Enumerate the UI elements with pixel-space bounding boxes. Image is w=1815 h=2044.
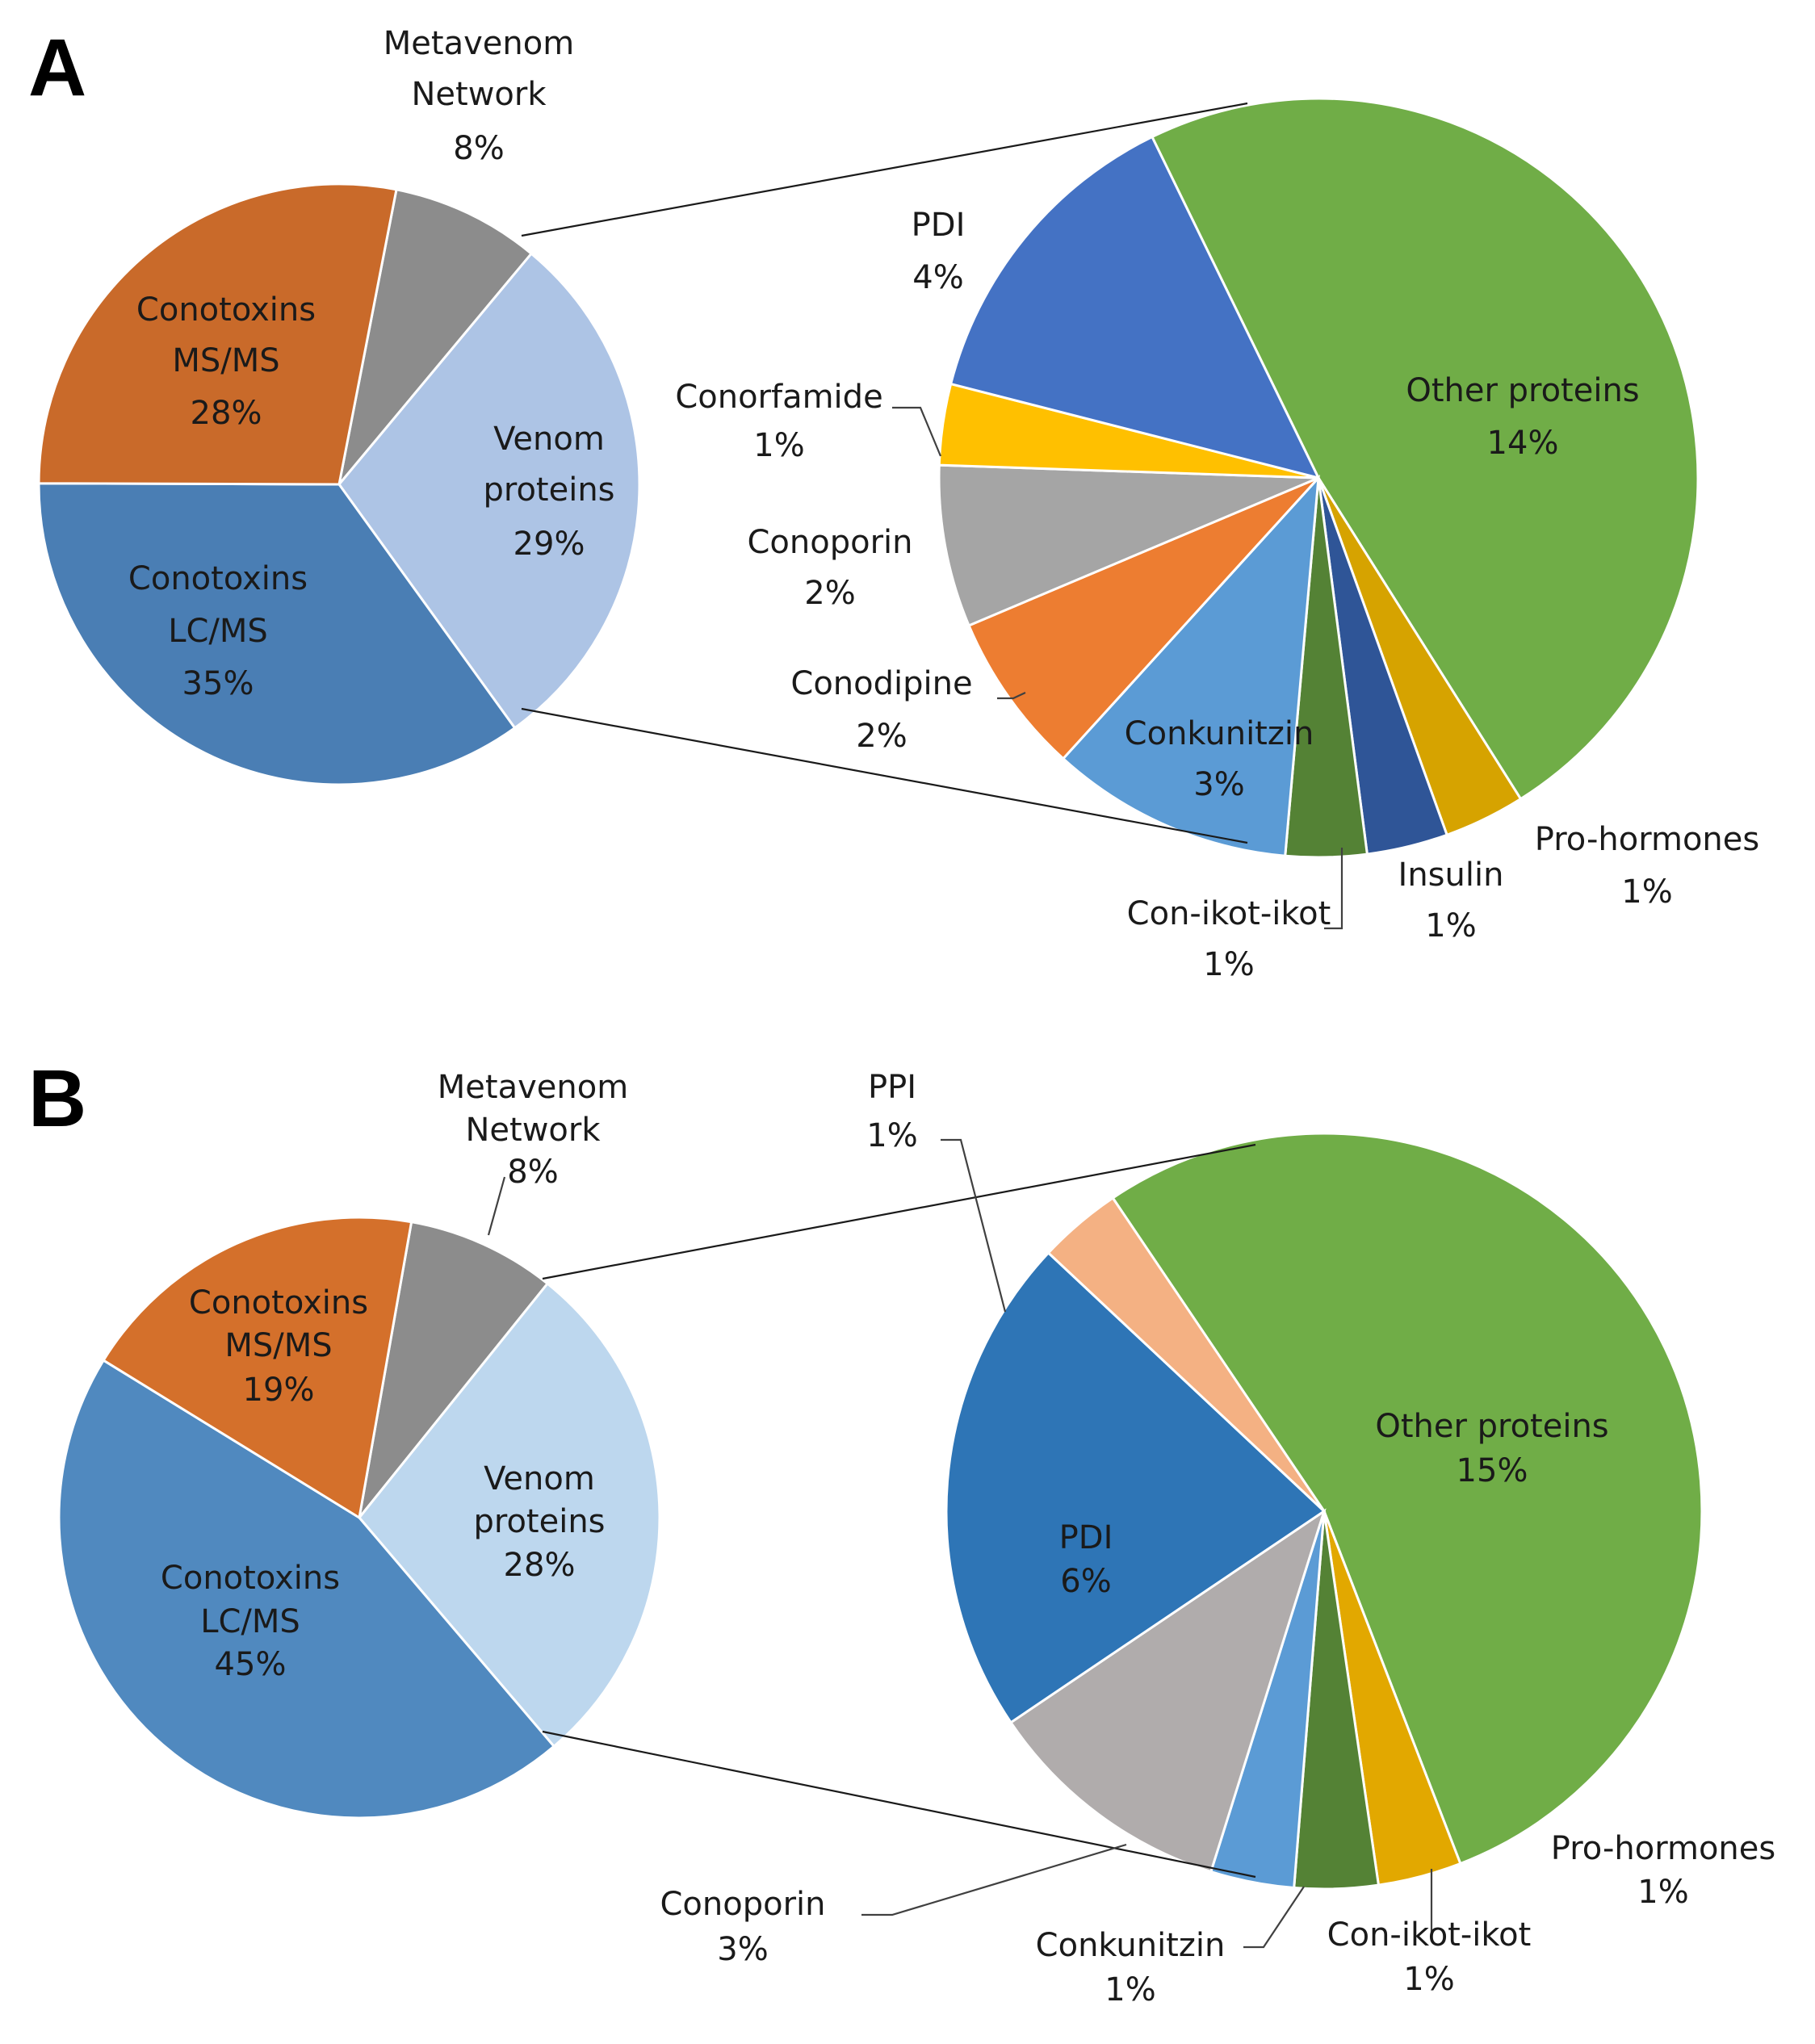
label-venom-proteins-line1: Venom (493, 421, 605, 458)
label-ppi-pct: 1% (866, 1117, 917, 1154)
pie-slice-ppi (1046, 1196, 1326, 1513)
label-conorfamide-pct: 1% (753, 427, 804, 464)
label-metavenom-pct: 8% (453, 130, 504, 167)
label-conotoxins-msms-line2: MS/MS (224, 1327, 332, 1364)
pie-slice-conkunitzin (1061, 474, 1320, 857)
label-metavenom-line2: Network (411, 76, 547, 113)
label-other-proteins: Other proteins (1375, 1408, 1608, 1445)
label-pdi-pct: 4% (912, 259, 963, 296)
label-metavenom-line1: Metavenom (384, 25, 574, 62)
label-venom-proteins-line2: proteins (473, 1503, 605, 1540)
leader-line-conkunitzin (1243, 1886, 1305, 1949)
label-con-ikot-ikot: Con-ikot-ikot (1327, 1916, 1532, 1954)
label-insulin-pct: 1% (1425, 907, 1476, 945)
breakdown-pie (945, 1132, 1704, 1891)
pie-slice-conotoxins-ms-ms (37, 182, 398, 486)
label-conoporin: Conoporin (748, 524, 913, 561)
label-conodipine: Conodipine (790, 665, 972, 702)
label-venom-proteins-line1: Venom (484, 1460, 595, 1497)
label-conotoxins-lcms-line1: Conotoxins (161, 1560, 340, 1597)
label-other-proteins: Other proteins (1406, 372, 1639, 409)
label-metavenom-line2: Network (465, 1112, 601, 1149)
label-conotoxins-lcms-pct: 35% (182, 665, 254, 702)
pie-slice-venom-proteins (337, 252, 641, 730)
label-metavenom-pct: 8% (507, 1154, 558, 1191)
label-pro-hormones-pct: 1% (1637, 1874, 1688, 1911)
label-pdi-pct: 6% (1060, 1563, 1111, 1600)
label-con-ikot-ikot-pct: 1% (1203, 946, 1254, 983)
leader-line-conorfamide (892, 406, 942, 457)
label-venom-proteins-line2: proteins (483, 471, 614, 509)
label-conkunitzin-pct: 1% (1105, 1971, 1155, 2008)
label-conotoxins-msms-line1: Conotoxins (136, 291, 316, 329)
pie-slice-venom-proteins (358, 1281, 661, 1749)
label-pdi: PDI (1059, 1519, 1113, 1556)
label-ppi: PPI (868, 1069, 916, 1106)
leader-line-ppi (941, 1138, 1007, 1313)
label-conkunitzin: Conkunitzin (1036, 1927, 1226, 1964)
label-conoporin-pct: 3% (717, 1931, 768, 1968)
label-pro-hormones: Pro-hormones (1551, 1830, 1775, 1867)
label-conotoxins-msms-line2: MS/MS (172, 342, 279, 379)
label-conotoxins-msms-pct: 19% (243, 1372, 315, 1409)
label-conotoxins-lcms-pct: 45% (215, 1646, 287, 1683)
label-conotoxins-msms-line1: Conotoxins (189, 1284, 368, 1321)
connector-line-bottom (542, 1730, 1256, 1879)
label-venom-proteins-pct: 29% (513, 526, 585, 563)
main-pie (37, 182, 641, 786)
label-conkunitzin-pct: 3% (1193, 766, 1244, 803)
pie-slice-conotoxins-lc-ms (57, 1359, 556, 1820)
pie-slice-conoporin (937, 463, 1319, 627)
label-conodipine-pct: 2% (856, 718, 907, 755)
label-con-ikot-ikot: Con-ikot-ikot (1127, 895, 1331, 932)
panel-letter: B (28, 1053, 86, 1144)
label-venom-proteins-pct: 28% (504, 1547, 576, 1584)
pie-slice-conotoxins-ms-ms (102, 1216, 413, 1520)
main-pie (57, 1216, 661, 1820)
leader-line-metavenom (487, 1176, 506, 1236)
panel-letter: A (28, 23, 86, 113)
label-other-proteins-pct: 15% (1457, 1452, 1528, 1489)
label-conotoxins-lcms-line1: Conotoxins (128, 560, 308, 597)
label-con-ikot-ikot-pct: 1% (1403, 1961, 1454, 1998)
label-insulin: Insulin (1398, 857, 1504, 894)
label-conotoxins-lcms-line2: LC/MS (200, 1603, 300, 1640)
leader-line-conoporin (861, 1843, 1127, 1916)
label-pdi: PDI (912, 207, 966, 244)
leader-line-conodipine (997, 692, 1026, 700)
pie-slice-metavenom-network (358, 1220, 550, 1518)
panel-b: B Metavenom Network 8% Conotoxins MS/MS … (28, 1053, 1775, 2008)
label-metavenom-line1: Metavenom (438, 1069, 628, 1106)
label-conorfamide: Conorfamide (675, 379, 882, 416)
panel-a: A Metavenom Network 8% Conotoxins MS/MS … (28, 23, 1759, 983)
label-conotoxins-msms-pct: 28% (191, 395, 262, 432)
label-conoporin: Conoporin (660, 1886, 826, 1923)
label-pro-hormones-pct: 1% (1621, 873, 1672, 911)
pie-slice-pdi (949, 135, 1321, 480)
leader-line-con-ikot-ikot (1324, 848, 1343, 930)
label-pro-hormones: Pro-hormones (1535, 821, 1759, 858)
connector-line-bottom (521, 707, 1248, 844)
label-conoporin-pct: 2% (804, 575, 855, 612)
label-conotoxins-lcms-line2: LC/MS (168, 613, 268, 650)
breakdown-pie (937, 97, 1700, 859)
pie-slice-other-proteins (1111, 1132, 1704, 1866)
pie-slice-pdi (945, 1250, 1327, 1724)
pie-slice-conotoxins-lc-ms (37, 482, 517, 786)
pie-slice-conodipine (967, 476, 1320, 760)
pie-slice-metavenom-network (337, 188, 534, 485)
pie-slice-other-proteins (1150, 97, 1700, 801)
label-other-proteins-pct: 14% (1487, 425, 1559, 462)
label-conkunitzin: Conkunitzin (1125, 715, 1314, 752)
connector-line-top (542, 1143, 1256, 1280)
connector-line-top (521, 102, 1248, 237)
